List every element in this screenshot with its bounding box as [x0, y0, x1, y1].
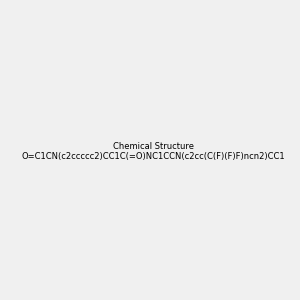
Text: Chemical Structure
O=C1CN(c2ccccc2)CC1C(=O)NC1CCN(c2cc(C(F)(F)F)ncn2)CC1: Chemical Structure O=C1CN(c2ccccc2)CC1C(… — [22, 142, 286, 161]
